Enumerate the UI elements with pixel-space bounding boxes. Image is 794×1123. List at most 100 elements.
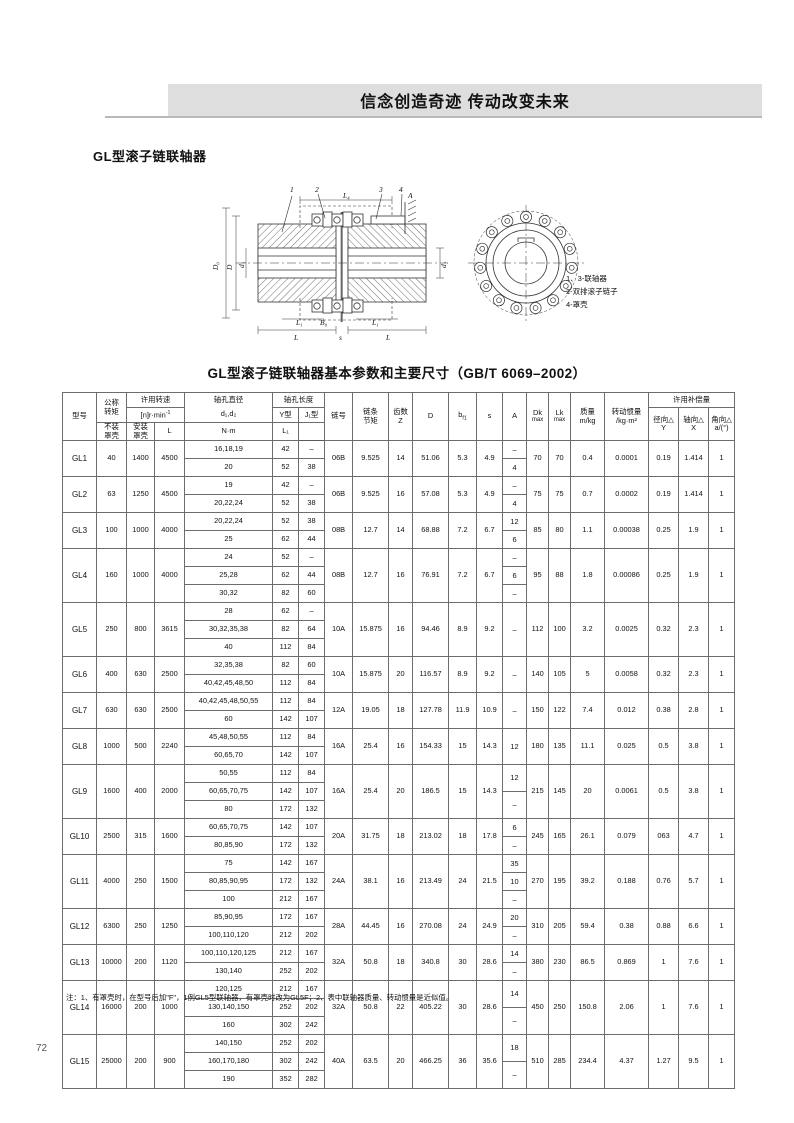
cell-torque: 10000	[96, 944, 127, 982]
cell-A: 14 –	[502, 944, 528, 982]
cell-model: GL3	[62, 512, 97, 550]
cell-speed-cover: 3615	[153, 602, 186, 658]
cell-speed-cover: 2240	[153, 728, 186, 766]
cell-comp-angular: 1	[708, 602, 736, 658]
th-speed-l2: [n]r·min	[140, 409, 166, 419]
cell-A: 12 6	[502, 512, 528, 550]
cell-bore-diameter: 28	[184, 602, 274, 622]
cell-chain-no: 28A	[324, 908, 354, 946]
cell-comp-axial: 3.8	[678, 764, 710, 820]
cell-s: 24.9	[476, 908, 504, 946]
cell-A-value: –	[503, 477, 527, 496]
th-Dk-l2: max	[531, 417, 544, 424]
cell-comp-axial: 1.9	[678, 512, 710, 550]
cell-bore-length-L1: 202	[298, 962, 326, 982]
cell-pitch: 25.4	[352, 728, 390, 766]
dim-d2: d₂	[439, 261, 448, 268]
cell-Lk-max: 165	[548, 818, 572, 856]
cell-model: GL9	[62, 764, 97, 820]
header-row-4: N·m	[63, 421, 735, 442]
cell-bore-diameter: 60,65,70,75	[184, 818, 274, 838]
cell-bore-length-L: 52	[272, 494, 300, 514]
cell-mass: 20	[570, 764, 606, 820]
cell-A-value: –	[512, 841, 517, 851]
cell-Dk-max: 150	[526, 692, 550, 730]
cell-inertia: 2.06	[604, 980, 650, 1036]
cell-bore-diameter: 40,42,45,48,50,55	[184, 692, 274, 712]
coupling-end-view	[468, 205, 584, 321]
cell-teeth: 20	[388, 764, 414, 820]
cell-model: GL15	[62, 1034, 97, 1090]
cell-bore-length-L1: 202	[298, 1034, 326, 1054]
cell-A-value: 4	[512, 463, 517, 473]
th-Lk-l2: max	[553, 417, 566, 424]
table-row: GL13 10000 200 1120 100,110,120,125 212 167 32A…	[62, 944, 736, 982]
cell-bore-diameter: 60,65,70	[184, 746, 274, 766]
cell-bore-diameter: 60,65,70,75	[184, 782, 274, 802]
cell-bore-length-L1: 44	[298, 530, 326, 550]
cell-s: 35.6	[476, 1034, 504, 1090]
cell-chain-no: 32A	[324, 944, 354, 982]
th-mass-l2: m/kg	[579, 415, 596, 425]
cell-A-value: –	[512, 669, 517, 679]
cell-bf1: 8.9	[448, 656, 478, 694]
table-row: 80,85,90 172 132	[63, 836, 735, 856]
cell-pitch: 31.75	[352, 818, 390, 856]
cell-comp-radial: 1.27	[648, 1034, 680, 1090]
cell-s: 9.2	[476, 602, 504, 658]
th-comp-radial: 径向△ Y	[648, 406, 680, 442]
cell-inertia: 0.869	[604, 944, 650, 982]
th-torque-l1: 公称	[104, 397, 119, 407]
cell-bore-length-L: 172	[272, 908, 300, 928]
cell-bore-length-L1: 64	[298, 620, 326, 640]
cell-bore-diameter: 32,35,38	[184, 656, 274, 676]
th-speed-no-cover: 不装 罩壳	[96, 421, 127, 442]
cell-speed-cover: 1250	[153, 908, 186, 946]
table-row: 100 212 167	[63, 890, 735, 910]
cell-D: 270.08	[412, 908, 450, 946]
cell-bore-length-L1: 242	[298, 1052, 326, 1072]
cell-teeth: 14	[388, 512, 414, 550]
cell-comp-radial: 0.38	[648, 692, 680, 730]
cell-comp-angular: 1	[708, 548, 736, 604]
cell-D: 213.02	[412, 818, 450, 856]
th-torque: 公称 转矩	[96, 392, 127, 423]
cell-model: GL5	[62, 602, 97, 658]
cell-Lk-max: 205	[548, 908, 572, 946]
th-comp-axial-l1: 轴向△	[683, 414, 704, 424]
dim-L1-right: L₁	[371, 318, 379, 327]
cell-D: 57.08	[412, 476, 450, 514]
cell-A-value: 6	[503, 819, 527, 838]
cell-comp-axial: 3.8	[678, 728, 710, 766]
cell-bore-length-L1: –	[298, 602, 326, 622]
th-A: A	[502, 391, 528, 442]
th-comp-axial-l2: X	[691, 423, 696, 433]
cell-bore-length-L1: 84	[298, 692, 326, 712]
cell-comp-angular: 1	[708, 656, 736, 694]
cell-comp-angular: 1	[708, 908, 736, 946]
cell-chain-no: 16A	[324, 728, 354, 766]
cell-bore-diameter: 45,48,50,55	[184, 728, 274, 748]
cell-teeth: 18	[388, 818, 414, 856]
cell-comp-radial: 0.5	[648, 728, 680, 766]
cell-mass: 11.1	[570, 728, 606, 766]
cell-A-value: –	[512, 800, 517, 810]
cell-Dk-max: 75	[526, 476, 550, 514]
cell-bore-diameter: 25	[184, 530, 274, 550]
cell-A-value: 10	[503, 873, 527, 892]
cell-bore-diameter: 30,32	[184, 584, 274, 604]
cell-mass: 1.1	[570, 512, 606, 550]
cell-bore-length-L1: 107	[298, 746, 326, 766]
cell-pitch: 9.525	[352, 440, 390, 478]
dim-D: D	[225, 264, 234, 271]
cell-Lk-max: 70	[548, 440, 572, 478]
cell-inertia: 4.37	[604, 1034, 650, 1090]
cell-bore-length-L1: –	[298, 476, 326, 496]
th-mass: 质量 m/kg	[570, 391, 606, 442]
cell-inertia: 0.0001	[604, 440, 650, 478]
cell-comp-angular: 1	[708, 440, 736, 478]
cell-D: 127.78	[412, 692, 450, 730]
cell-bore-length-L: 142	[272, 710, 300, 730]
cell-bore-length-L1: –	[298, 548, 326, 568]
th-comp-radial-l2: Y	[661, 423, 666, 433]
